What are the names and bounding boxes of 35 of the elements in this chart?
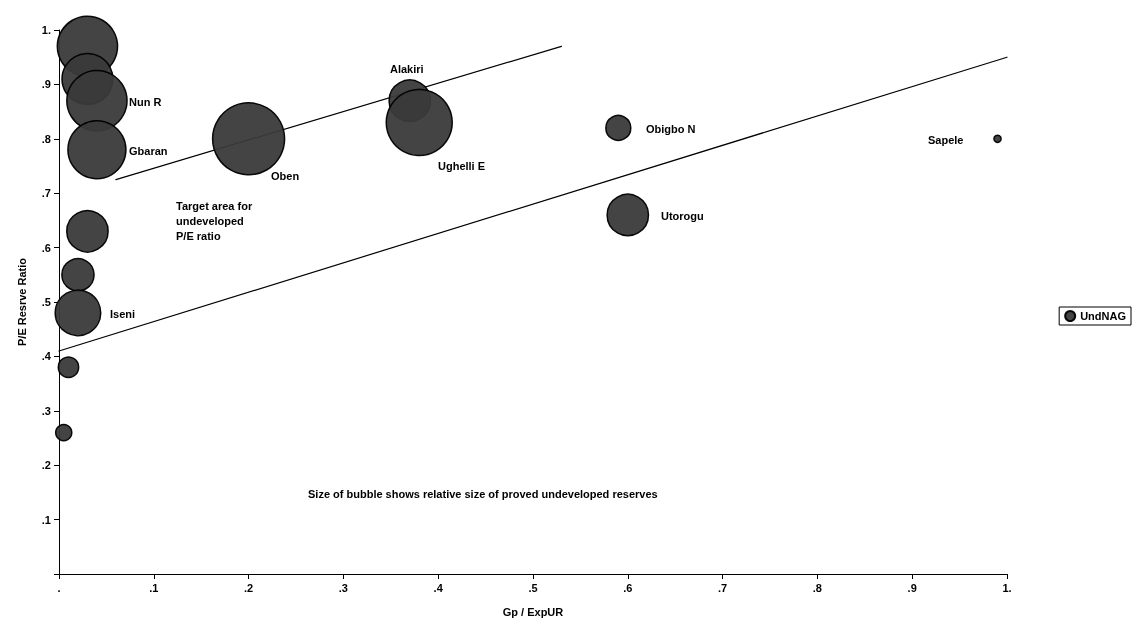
y-tick-label: 1. <box>41 24 51 36</box>
y-tick-label: .5 <box>41 296 51 308</box>
annotation: Gbaran <box>129 144 168 157</box>
annotation: Target area for undeveloped P/E ratio <box>176 199 253 242</box>
x-tick-label: .6 <box>623 581 633 594</box>
y-tick-label: .6 <box>41 241 51 254</box>
annotation: Ughelli E <box>438 159 486 172</box>
y-tick-label: .9 <box>41 78 51 91</box>
x-tick-label: .3 <box>338 581 348 594</box>
y-tick-label: .7 <box>41 187 51 200</box>
y-tick-label: .1 <box>41 513 51 526</box>
annotation: Iseni <box>110 307 136 320</box>
legend-label: UndNAG <box>1080 310 1126 322</box>
x-tick-label: .1 <box>149 581 159 594</box>
y-tick-label: .4 <box>41 350 52 363</box>
x-tick-label: .7 <box>718 581 728 594</box>
annotation: Nun R <box>129 95 162 108</box>
annotation: Sapele <box>928 133 964 146</box>
x-tick-label: .9 <box>907 581 917 594</box>
annotation: Obigbo N <box>646 122 696 135</box>
annotation: Alakiri <box>390 62 424 75</box>
annotation: Size of bubble shows relative size of proved undeveloped reserves <box>308 487 658 500</box>
y-tick-label: .3 <box>41 404 51 417</box>
x-tick-label: .4 <box>433 581 444 594</box>
x-axis-title: Gp / ExpUR <box>502 605 564 618</box>
y-tick-label: .2 <box>41 459 51 472</box>
annotation: Oben <box>271 169 300 182</box>
x-tick-label: 1. <box>1002 581 1012 594</box>
annotation: Utorogu <box>661 209 704 222</box>
y-axis-title: P/E Resrve Ratio <box>15 257 28 347</box>
x-tick-label: . <box>57 581 61 594</box>
x-tick-label: .8 <box>812 581 822 594</box>
x-tick-label: .2 <box>244 581 254 594</box>
y-tick-label: .8 <box>41 132 51 145</box>
x-tick-label: .5 <box>528 581 538 594</box>
